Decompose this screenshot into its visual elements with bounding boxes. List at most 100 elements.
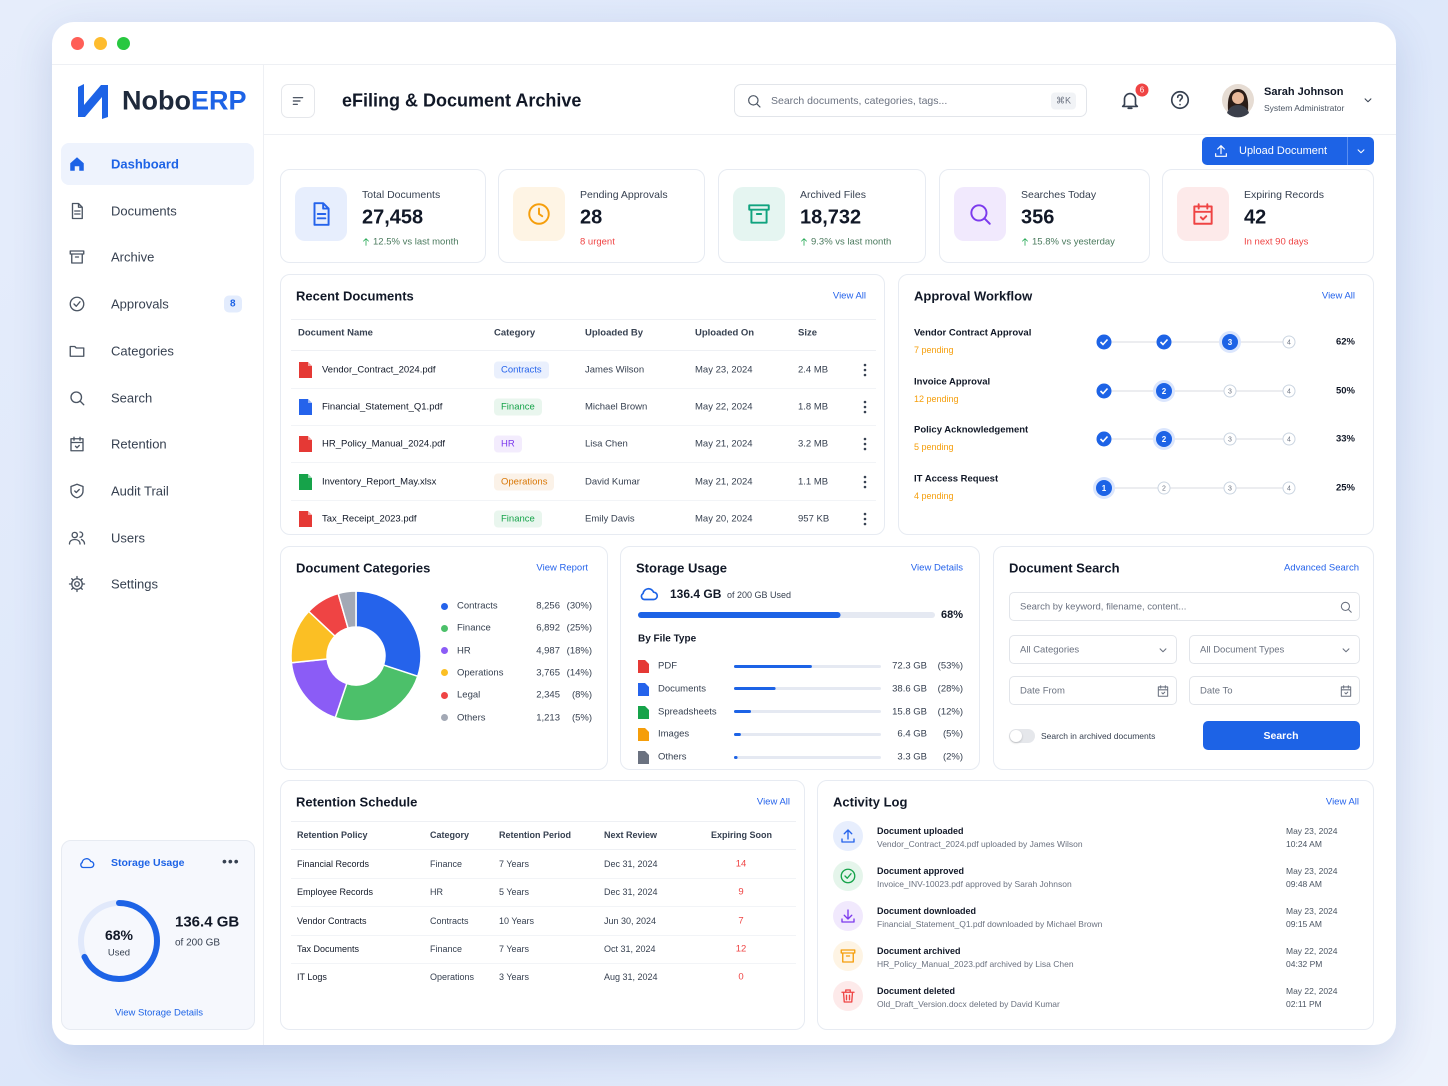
file-type-name: Documents [658,683,707,695]
date-from-icon-shape [1157,685,1169,697]
column-header: Retention Period [499,830,572,840]
file-type-shape [638,751,649,764]
stat-value: 27,458 [362,206,424,229]
user-menu-chevron [1364,98,1372,103]
legend-count: 6,892 [536,622,560,634]
keyword-input[interactable]: Search by keyword, filename, content... [1009,592,1360,621]
nav-label[interactable]: Users [111,530,145,546]
date-to[interactable]: Date To [1189,676,1360,705]
row-menu-dot [863,448,867,451]
retention-cell: Employee Records [297,887,374,898]
activity-desc: Invoice_INV-10023.pdf approved by Sarah … [877,879,1072,889]
column-header: Next Review [604,830,658,840]
panel-link[interactable]: Advanced Search [1284,562,1359,574]
menu-button[interactable] [281,84,315,118]
retention-cell: 5 Years [499,887,530,898]
step-number: 3 [1228,486,1232,493]
expiring-count: 12 [735,943,747,955]
row-line [291,425,876,427]
nav-item[interactable] [61,377,254,419]
user-menu-chevron-shape [1364,98,1372,103]
workflow-steps: 1 2 3 4 [1093,477,1296,500]
panel-link[interactable]: View Details [910,562,963,574]
step-done [1096,383,1112,399]
nav-icon [69,250,85,265]
file-type-icon [638,728,649,742]
file-type-share: (12%) [937,706,963,717]
nav-icon [68,576,86,593]
nav-label[interactable]: Retention [111,436,167,452]
notifications-icon-shape [1121,92,1139,110]
nav-label[interactable]: Search [111,390,153,405]
storage-link[interactable]: View Storage Details [114,1007,204,1019]
global-search[interactable]: Search documents, categories, tags... ⌘K [734,84,1087,117]
legend-count: 4,987 [536,645,560,657]
row-menu-dot [863,410,867,414]
nav-label[interactable]: Archive [111,249,155,265]
file-type-size: 38.6 GB [892,683,927,695]
step-number: 4 [1287,340,1291,347]
workflow-progress: 33% [1335,433,1355,445]
window-dot[interactable] [94,37,107,50]
search-button-label[interactable]: Search [1263,730,1299,742]
trend-arrow-shape [801,238,807,246]
trend-arrow [801,238,807,246]
step-current [1222,334,1238,350]
date-from[interactable]: Date From [1009,676,1177,705]
stat-icon-shape [1193,203,1213,225]
nav-label[interactable]: Categories [111,343,174,359]
file-size: 2.4 MB [798,364,829,376]
step-check [1159,338,1169,346]
notification-count[interactable]: 6 [1135,83,1149,97]
toggle-knob [1010,730,1022,742]
upload-button[interactable]: Upload Document [1202,137,1374,165]
date-from-icon [1157,685,1169,697]
user-name: Sarah Johnson [1264,86,1344,98]
logo-mark-shape [78,84,108,119]
nav-label[interactable]: Settings [111,576,158,592]
stat-label: Expiring Records [1244,189,1324,201]
archived-toggle[interactable] [1009,729,1035,743]
nav-item[interactable] [61,143,254,185]
nav-label[interactable]: Dashboard [111,156,179,172]
panel-link[interactable]: View All [832,290,866,302]
step-number: 4 [1287,486,1291,493]
storage-capacity: of 200 GB [175,937,221,949]
activity-date: May 23, 2024 [1286,906,1338,916]
nav-label[interactable]: Audit Trail [111,483,169,499]
file-icon [299,436,312,453]
uploaded-on: May 21, 2024 [695,476,753,488]
activity-title: Document archived [877,946,961,956]
step-number: 3 [1228,338,1233,347]
nav-label[interactable]: Approvals [111,296,169,312]
activity-desc: HR_Policy_Manual_2023.pdf archived by Li… [877,959,1074,969]
file-type-shape [638,660,649,673]
panel-link[interactable]: View All [756,796,790,808]
nav-item[interactable] [61,236,254,278]
workflow-pending: 7 pending [914,345,954,355]
stat-icon-shape [528,203,550,225]
window-dot[interactable] [117,37,130,50]
storage-bar [638,612,935,618]
panel-link[interactable]: View Report [536,562,588,574]
row-menu-dot [863,517,867,521]
workflow-name: Invoice Approval [914,376,991,388]
category-donut [290,590,422,722]
category-select[interactable]: All Categories [1009,635,1177,664]
window-dot[interactable] [71,37,84,50]
panel-title: Activity Log [833,794,908,810]
retention-cell: Contracts [430,915,469,926]
upload-divider [1347,137,1348,165]
nav-item[interactable] [61,517,254,559]
stat-icon [970,204,991,225]
panel-link[interactable]: View All [1325,796,1359,808]
type-select[interactable]: All Document Types [1189,635,1360,664]
row-line [291,499,876,501]
panel-link[interactable]: View All [1321,290,1355,302]
column-header: Uploaded By [585,327,644,339]
nav-label[interactable]: Documents [111,203,177,219]
column-header: Category [494,327,536,339]
search-button[interactable]: Search [1203,721,1360,750]
global-search-icon [748,95,761,108]
nav-icon [69,345,85,357]
